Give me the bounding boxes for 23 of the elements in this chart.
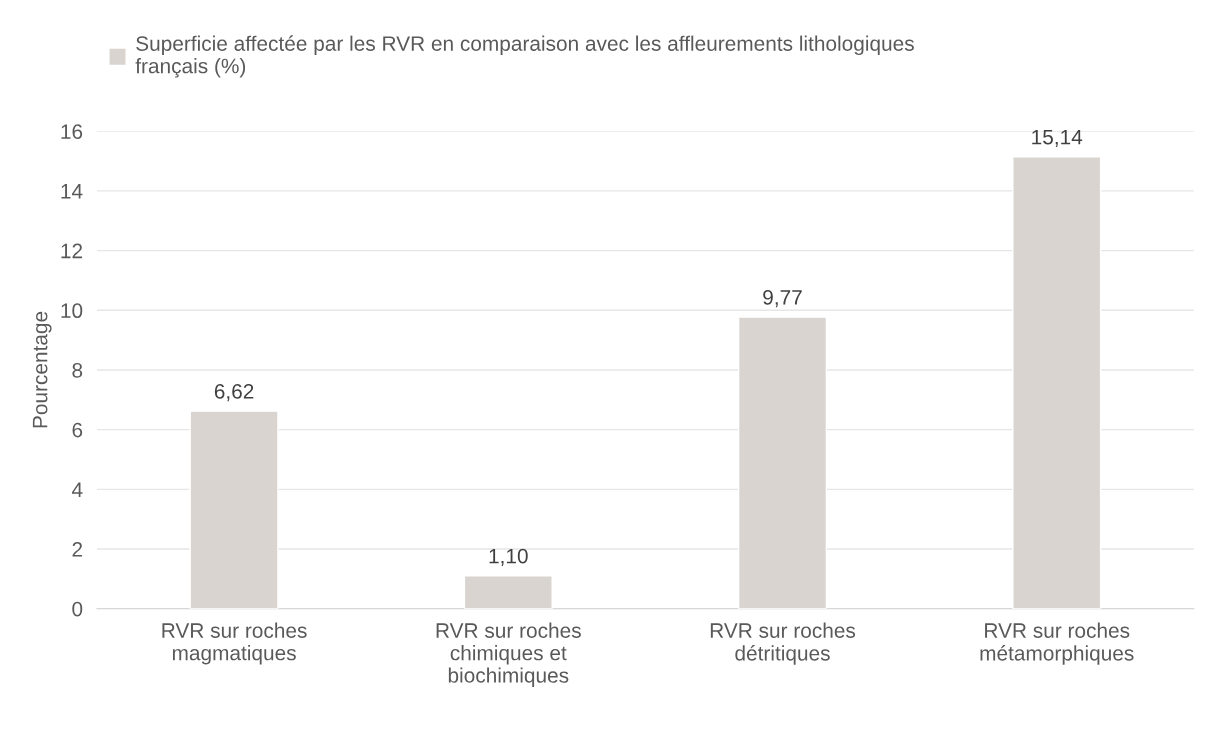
y-tick-label: 10 bbox=[61, 303, 83, 319]
data-label: 9,77 bbox=[763, 289, 802, 308]
bar bbox=[189, 410, 279, 609]
y-tick-label: 6 bbox=[72, 422, 83, 438]
bar bbox=[737, 316, 828, 609]
legend-label: Superficie affectée par les RVR en comparaison avec les affleurements lithologiques français (%) bbox=[135, 35, 914, 78]
y-axis-title: Pourcentage bbox=[32, 311, 52, 428]
y-tick-label: 8 bbox=[72, 362, 83, 378]
data-label: 15,14 bbox=[1032, 129, 1083, 147]
bar bbox=[463, 575, 553, 609]
x-tick-label: RVR sur roches magmatiques bbox=[162, 622, 307, 665]
x-tick-label: RVR sur roches détritiques bbox=[710, 622, 856, 665]
y-tick-label: 14 bbox=[61, 184, 83, 199]
y-tick-label: 12 bbox=[61, 243, 83, 259]
y-tick-label: 2 bbox=[72, 542, 83, 557]
data-label: 6,62 bbox=[214, 383, 254, 402]
bar bbox=[1012, 156, 1102, 609]
y-tick-label: 0 bbox=[72, 601, 83, 617]
data-label: 1,10 bbox=[489, 548, 528, 566]
x-tick-label: RVR sur roches métamorphiques bbox=[980, 622, 1134, 665]
y-tick-label: 4 bbox=[71, 482, 83, 497]
y-tick-label: 16 bbox=[61, 124, 83, 139]
x-tick-label: RVR sur roches chimiques et biochimiques bbox=[436, 622, 581, 687]
